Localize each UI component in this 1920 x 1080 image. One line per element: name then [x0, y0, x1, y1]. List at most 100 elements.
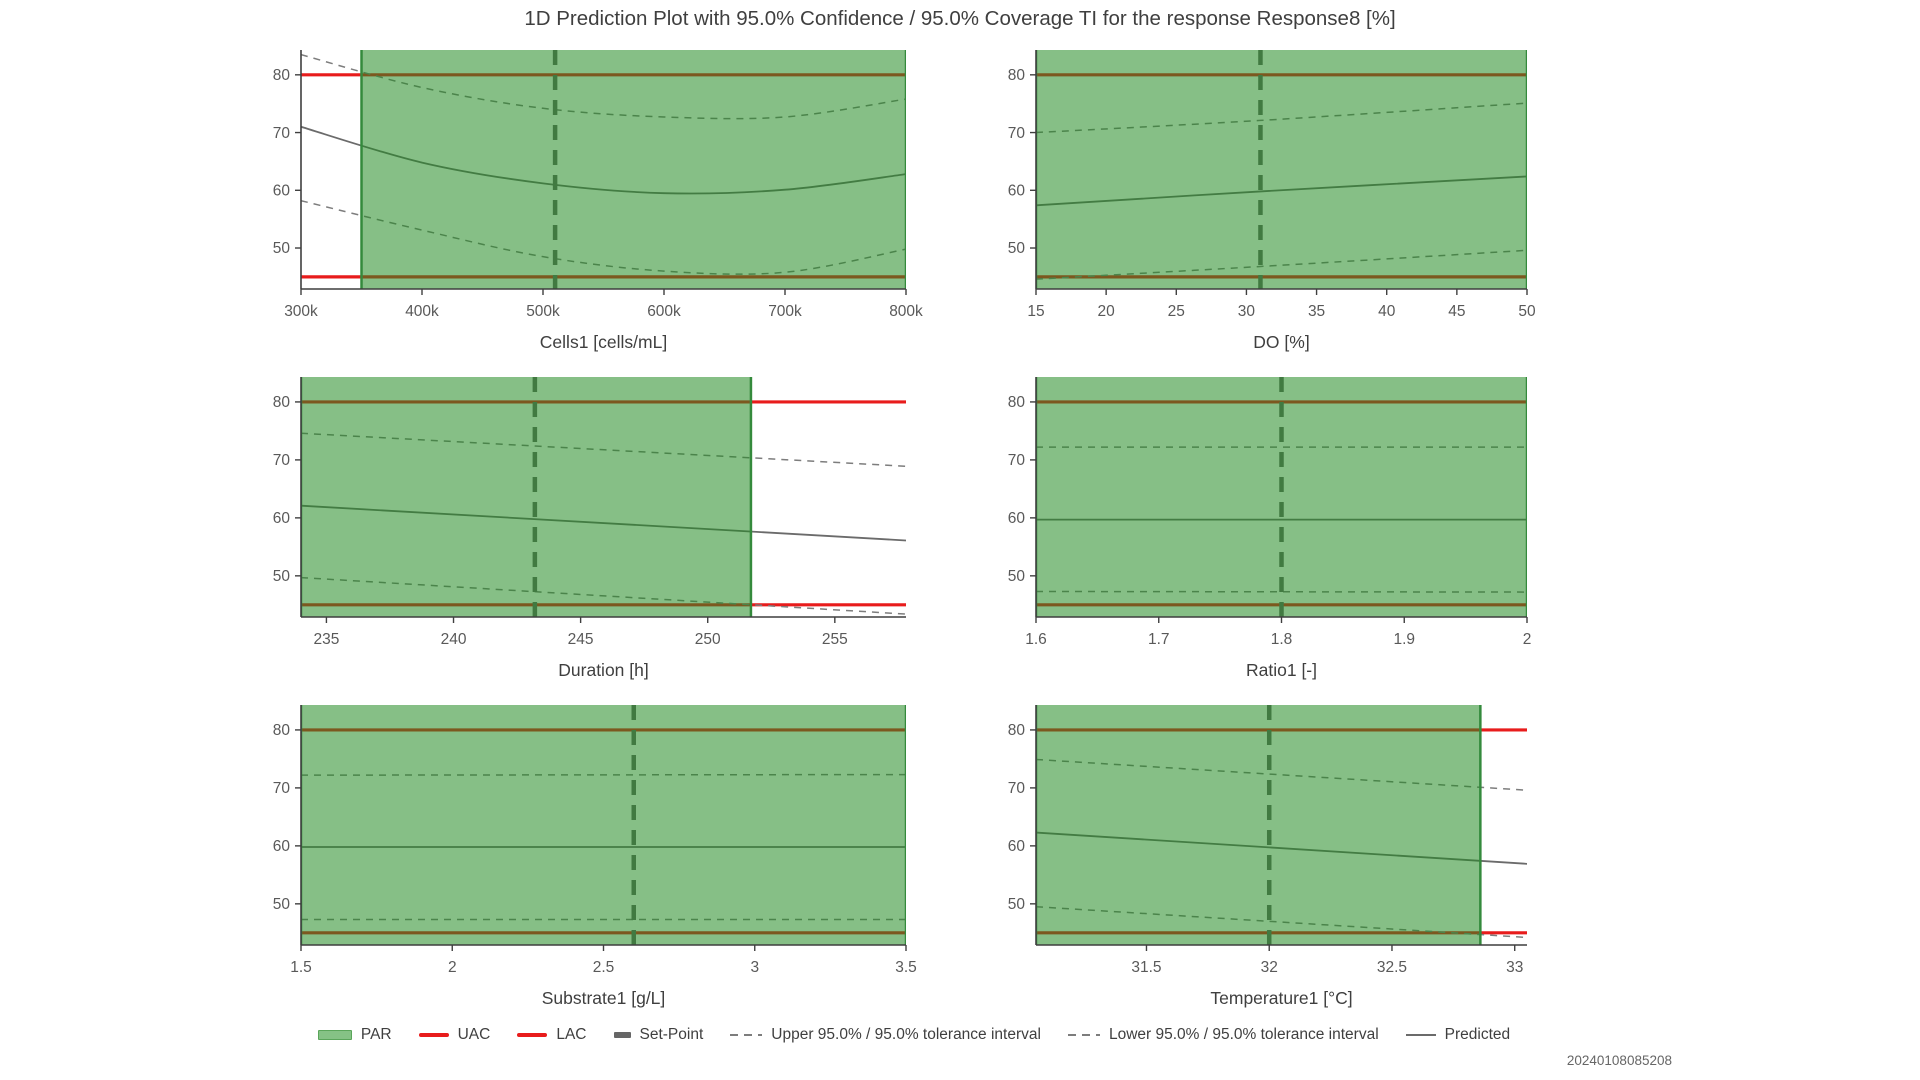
- x-tick-label: 235: [313, 631, 339, 648]
- legend-item-upper-tolerance: Upper 95.0% / 95.0% tolerance interval: [730, 1026, 1041, 1044]
- x-tick-label: 800k: [889, 303, 923, 320]
- y-tick-label: 80: [1008, 722, 1026, 739]
- par-legend-swatch: [317, 1030, 352, 1040]
- x-axis-label: Duration [h]: [558, 660, 648, 680]
- y-tick-label: 80: [1008, 67, 1026, 84]
- x-tick-label: 2: [448, 959, 457, 976]
- y-tick-label: 70: [273, 125, 291, 142]
- x-axis-label: Substrate1 [g/L]: [542, 988, 666, 1008]
- x-tick-label: 600k: [647, 303, 681, 320]
- x-tick-label: 20: [1098, 303, 1116, 320]
- x-tick-label: 1.9: [1393, 631, 1415, 648]
- y-tick-label: 60: [1008, 838, 1026, 855]
- y-tick-label: 50: [1008, 896, 1026, 913]
- legend: PAR UAC LAC Set-Point Upper 95.0% / 95.0…: [0, 1026, 1920, 1044]
- y-tick-label: 80: [1008, 394, 1026, 411]
- y-tick-label: 80: [273, 67, 291, 84]
- x-tick-label: 255: [822, 631, 848, 648]
- uac-legend-swatch: [418, 1033, 449, 1037]
- y-tick-label: 50: [1008, 568, 1026, 585]
- y-tick-label: 80: [273, 722, 291, 739]
- x-tick-label: 45: [1448, 303, 1465, 320]
- subplot-duration: 50 60 70 80 235 240 245 250 255 Duration [h]: [273, 377, 906, 680]
- subplot-do: 50 60 70 80 15 20 25 30 35 40 45 50 DO [%]: [1008, 50, 1536, 352]
- y-tick-label: 70: [273, 780, 291, 797]
- x-tick-label: 500k: [526, 303, 560, 320]
- x-tick-label: 33: [1506, 959, 1523, 976]
- y-tick-label: 50: [273, 896, 291, 913]
- predicted-legend-swatch: [1405, 1034, 1436, 1036]
- x-axis-label: Ratio1 [-]: [1246, 660, 1317, 680]
- x-axis-label: Cells1 [cells/mL]: [540, 332, 667, 352]
- subplot-ratio1: 50 60 70 80 1.6 1.7 1.8 1.9 2 Ratio1 [-]: [1008, 377, 1532, 680]
- lower-tolerance-legend-swatch: [1067, 1034, 1100, 1036]
- x-tick-label: 15: [1027, 303, 1044, 320]
- y-tick-label: 80: [273, 394, 291, 411]
- par-region: [301, 377, 751, 617]
- par-region: [1036, 705, 1481, 945]
- x-tick-label: 245: [568, 631, 594, 648]
- legend-item-par: PAR: [317, 1026, 392, 1044]
- y-tick-label: 60: [1008, 182, 1026, 199]
- legend-item-predicted: Predicted: [1405, 1026, 1511, 1044]
- par-region: [301, 705, 906, 945]
- legend-label: UAC: [457, 1026, 491, 1043]
- x-tick-label: 3.5: [895, 959, 917, 976]
- x-axis-label: Temperature1 [°C]: [1210, 988, 1352, 1008]
- y-tick-label: 70: [1008, 452, 1026, 469]
- lac-legend-swatch: [517, 1033, 548, 1037]
- y-tick-label: 60: [273, 510, 291, 527]
- y-tick-label: 70: [1008, 125, 1026, 142]
- x-tick-label: 300k: [284, 303, 318, 320]
- x-tick-label: 40: [1378, 303, 1396, 320]
- legend-item-set-point: Set-Point: [613, 1026, 704, 1044]
- par-region: [361, 50, 906, 289]
- x-tick-label: 30: [1238, 303, 1256, 320]
- legend-label: Predicted: [1444, 1026, 1511, 1043]
- figure-title: 1D Prediction Plot with 95.0% Confidence…: [524, 7, 1396, 30]
- subplot-substrate1: 50 60 70 80 1.5 2 2.5 3 3.5 Substrate1 [g/L]: [273, 705, 917, 1008]
- y-tick-label: 70: [1008, 780, 1026, 797]
- legend-item-lac: LAC: [517, 1026, 587, 1044]
- x-tick-label: 1.6: [1025, 631, 1047, 648]
- x-tick-label: 1.7: [1148, 631, 1170, 648]
- legend-label: Lower 95.0% / 95.0% tolerance interval: [1108, 1026, 1379, 1043]
- x-tick-label: 240: [441, 631, 467, 648]
- y-tick-label: 70: [273, 452, 291, 469]
- x-tick-label: 3: [750, 959, 759, 976]
- x-tick-label: 32: [1261, 959, 1278, 976]
- x-tick-label: 31.5: [1131, 959, 1161, 976]
- x-tick-label: 25: [1168, 303, 1185, 320]
- par-region: [1036, 377, 1527, 617]
- set-point-legend-swatch: [613, 1032, 631, 1038]
- legend-item-lower-tolerance: Lower 95.0% / 95.0% tolerance interval: [1067, 1026, 1379, 1044]
- y-tick-label: 50: [273, 568, 291, 585]
- y-tick-label: 60: [273, 182, 291, 199]
- y-tick-label: 60: [1008, 510, 1026, 527]
- x-axis-label: DO [%]: [1253, 332, 1309, 352]
- x-tick-label: 2: [1523, 631, 1532, 648]
- y-tick-label: 50: [1008, 240, 1026, 257]
- x-tick-label: 1.8: [1271, 631, 1293, 648]
- y-tick-label: 50: [273, 240, 291, 257]
- legend-label: Upper 95.0% / 95.0% tolerance interval: [771, 1026, 1041, 1043]
- x-tick-label: 50: [1518, 303, 1536, 320]
- legend-label: LAC: [556, 1026, 587, 1043]
- x-tick-label: 1.5: [290, 959, 312, 976]
- x-tick-label: 35: [1308, 303, 1325, 320]
- par-region: [1036, 50, 1527, 289]
- upper-tolerance-legend-swatch: [730, 1034, 763, 1036]
- subplot-temperature1: 50 60 70 80 31.5 32 32.5 33 Temperature1 [°C]: [1008, 705, 1527, 1008]
- x-tick-label: 250: [695, 631, 721, 648]
- subplot-cells1: 50 60 70 80 300k 400k 500k 600k 700k 800k Cells1 […: [273, 50, 923, 352]
- x-tick-label: 2.5: [593, 959, 615, 976]
- timestamp: 20240108085208: [1566, 1053, 1672, 1068]
- x-tick-label: 32.5: [1377, 959, 1407, 976]
- legend-item-uac: UAC: [418, 1026, 491, 1044]
- legend-label: Set-Point: [639, 1026, 704, 1043]
- x-tick-label: 700k: [768, 303, 802, 320]
- legend-label: PAR: [360, 1026, 392, 1043]
- y-tick-label: 60: [273, 838, 291, 855]
- x-tick-label: 400k: [405, 303, 439, 320]
